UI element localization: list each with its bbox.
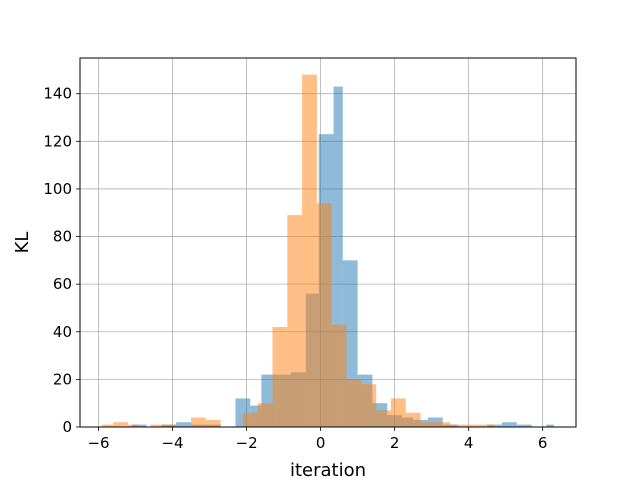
histogram-bar-series-2 xyxy=(102,424,114,427)
histogram-bar-series-2 xyxy=(205,419,221,427)
y-tick-label: 80 xyxy=(53,228,72,246)
histogram-bar-series-1 xyxy=(516,424,532,427)
histogram-bar-series-2 xyxy=(450,424,465,427)
x-tick-label: −2 xyxy=(236,434,258,452)
histogram-bar-series-2 xyxy=(361,384,377,427)
y-tick-label: 40 xyxy=(53,323,72,341)
histogram-bar-series-2 xyxy=(165,424,177,427)
histogram-bar-series-2 xyxy=(464,424,480,427)
y-tick-label: 20 xyxy=(53,370,72,388)
histogram-bar-series-2 xyxy=(376,410,391,427)
histogram-bar-series-2 xyxy=(346,379,362,427)
y-axis-label: KL xyxy=(12,232,33,254)
plot-area-frame xyxy=(79,57,577,428)
histogram-bar-series-2 xyxy=(191,417,206,427)
histogram-bar-series-2 xyxy=(302,74,317,427)
x-tick-label: 4 xyxy=(464,434,474,452)
y-tick-label: 60 xyxy=(53,275,72,293)
histogram-bar-series-1 xyxy=(333,86,343,427)
x-tick-label: 2 xyxy=(390,434,400,452)
histogram-bar-series-1 xyxy=(546,424,554,427)
histogram-bar-series-2 xyxy=(435,422,451,427)
x-tick-label: −4 xyxy=(161,434,183,452)
y-tick-label: 100 xyxy=(43,180,72,198)
y-tick-label: 120 xyxy=(43,132,72,150)
histogram-bar-series-2 xyxy=(316,203,332,427)
x-axis-label: iteration xyxy=(290,460,366,480)
histogram-bar-series-2 xyxy=(242,412,258,427)
histogram-bar-series-2 xyxy=(272,327,288,427)
histogram-bar-series-2 xyxy=(287,215,303,427)
histogram-bar-series-1 xyxy=(501,422,517,427)
histogram-bar-series-2 xyxy=(420,422,436,427)
y-tick-label: 140 xyxy=(43,85,72,103)
x-tick-label: 6 xyxy=(538,434,548,452)
histogram-bar-series-2 xyxy=(128,424,140,427)
histogram-bar-series-1 xyxy=(176,422,192,427)
histogram-bar-series-2 xyxy=(257,403,273,427)
histogram-bar-series-2 xyxy=(405,412,421,427)
histogram-bar-series-2 xyxy=(113,422,129,427)
histogram-bar-series-2 xyxy=(479,424,495,427)
histogram-bar-series-2 xyxy=(390,398,406,427)
x-tick-label: −6 xyxy=(87,434,109,452)
histogram-bars xyxy=(102,74,554,427)
histogram-bar-series-2 xyxy=(150,424,166,427)
x-tick-label: 0 xyxy=(316,434,326,452)
histogram-bar-series-2 xyxy=(331,324,347,427)
y-tick-label: 0 xyxy=(62,418,72,436)
